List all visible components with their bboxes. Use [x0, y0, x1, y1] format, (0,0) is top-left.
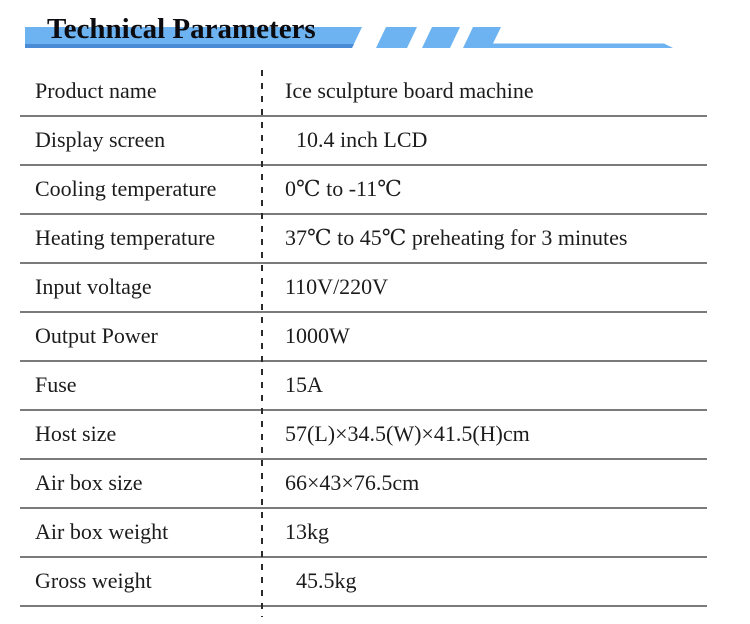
table-row: Air box weight 13kg: [20, 509, 707, 558]
table-row: Air box size 66×43×76.5cm: [20, 460, 707, 509]
banner-bar-shade: [25, 44, 354, 48]
spec-value: 66×43×76.5cm: [285, 470, 420, 496]
spec-label: Host size: [35, 421, 117, 447]
page-title: Technical Parameters: [47, 13, 316, 45]
table-row: Display screen 10.4 inch LCD: [20, 117, 707, 166]
table-row: Cooling temperature 0℃ to -11℃: [20, 166, 707, 215]
header: Technical Parameters: [0, 0, 750, 60]
spec-value: 45.5kg: [285, 568, 357, 594]
spec-value: 57(L)×34.5(W)×41.5(H)cm: [285, 421, 530, 447]
table-row: Product name Ice sculpture board machine: [20, 68, 707, 117]
table-row: Input voltage 110V/220V: [20, 264, 707, 313]
spec-value: 13kg: [285, 519, 329, 545]
spec-label: Fuse: [35, 372, 77, 398]
banner-stripe-1: [376, 27, 417, 48]
spec-table-rows: Product name Ice sculpture board machine…: [20, 68, 707, 607]
table-row: Host size 57(L)×34.5(W)×41.5(H)cm: [20, 411, 707, 460]
spec-value: 15A: [285, 372, 323, 398]
spec-value: Ice sculpture board machine: [285, 78, 534, 104]
table-row: Output Power 1000W: [20, 313, 707, 362]
spec-value: 0℃ to -11℃: [285, 176, 402, 202]
spec-value: 10.4 inch LCD: [285, 127, 428, 153]
spec-label: Input voltage: [35, 274, 152, 300]
spec-label: Output Power: [35, 323, 158, 349]
spec-label: Gross weight: [35, 568, 152, 594]
spec-table: Product name Ice sculpture board machine…: [20, 68, 707, 617]
table-row: Gross weight 45.5kg: [20, 558, 707, 607]
spec-value: 37℃ to 45℃ preheating for 3 minutes: [285, 225, 628, 251]
spec-label: Air box weight: [35, 519, 169, 545]
column-divider-dashed-line: [261, 70, 263, 617]
spec-value: 110V/220V: [285, 274, 389, 300]
table-row: Fuse 15A: [20, 362, 707, 411]
banner-stripe-2: [422, 27, 460, 48]
table-row: Heating temperature 37℃ to 45℃ preheatin…: [20, 215, 707, 264]
spec-label: Heating temperature: [35, 225, 216, 251]
spec-value: 1000W: [285, 323, 350, 349]
spec-label: Cooling temperature: [35, 176, 217, 202]
spec-label: Display screen: [35, 127, 166, 153]
spec-label: Air box size: [35, 470, 143, 496]
banner-bar: [25, 27, 362, 48]
spec-label: Product name: [35, 78, 157, 104]
header-banner-graphic: [25, 27, 673, 48]
banner-stripe-underline: [463, 27, 673, 48]
